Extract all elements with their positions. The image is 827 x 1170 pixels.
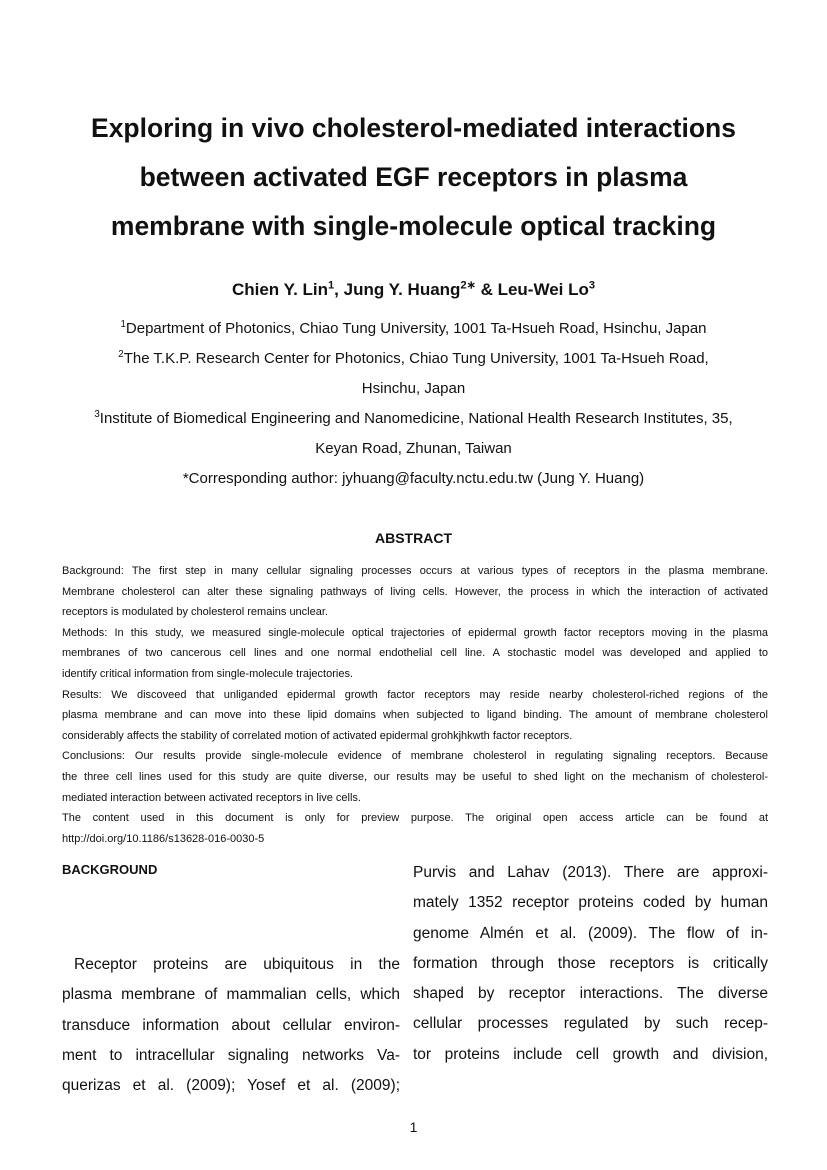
title-line: Exploring in vivo cholesterol-mediated i… <box>91 113 736 143</box>
affiliation-line: Keyan Road, Zhunan, Taiwan <box>315 440 512 457</box>
text-line: mately 1352 receptor proteins coded by h… <box>413 894 768 912</box>
affiliation-line: The T.K.P. Research Center for Photonics… <box>123 350 709 367</box>
corresponding-author: *Corresponding author: jyhuang@faculty.n… <box>182 470 645 487</box>
text-line: the three cell lines used for this study… <box>62 770 768 783</box>
text-line: plasma membrane and can move into these … <box>62 709 768 722</box>
affiliation: 3Institute of Biomedical Engineering and… <box>40 404 787 434</box>
text-line: genome Almén et al. (2009). The flow of … <box>413 924 768 942</box>
text-line: querizas et al. (2009); Yosef et al. (20… <box>62 1077 400 1095</box>
text-line: plasma membrane of mammalian cells, whic… <box>62 986 400 1004</box>
author-affiliation-mark: 3 <box>588 279 596 292</box>
title-line: membrane with single-molecule optical tr… <box>110 211 717 241</box>
title-line: between activated EGF receptors in plasm… <box>139 162 688 192</box>
text-line: mediated interaction between activated r… <box>62 791 361 804</box>
page-number: 1 <box>409 1119 418 1135</box>
affiliation-mark: 3 <box>94 409 100 420</box>
abstract-heading: ABSTRACT <box>375 530 452 546</box>
affiliation-mark: 1 <box>120 319 126 330</box>
author-affiliation-mark: 1 <box>328 279 335 292</box>
left-column-text: Receptor proteins are ubiquitous in the p… <box>62 950 400 1101</box>
text-line: The content used in this document is onl… <box>62 812 768 825</box>
author-separator: & <box>475 280 498 299</box>
text-line: Receptor proteins are ubiquitous in the <box>74 956 400 973</box>
text-line: membranes of two cancerous cell lines an… <box>62 647 768 660</box>
affiliation: 1Department of Photonics, Chiao Tung Uni… <box>40 314 787 344</box>
author-list: Chien Y. Lin1, Jung Y. Huang2∗ & Leu-Wei… <box>40 278 787 302</box>
author-name: Leu-Wei Lo <box>497 280 589 299</box>
right-column-text: Purvis and Lahav (2013). There are appro… <box>413 858 768 1070</box>
affiliation: 2The T.K.P. Research Center for Photonic… <box>40 344 787 374</box>
text-line: formation through those receptors is cri… <box>413 954 768 972</box>
paper-title: Exploring in vivo cholesterol-mediated i… <box>40 104 787 251</box>
text-line: Membrane cholesterol can alter these sig… <box>62 585 768 598</box>
author-separator: , <box>334 280 344 299</box>
affiliation-line: Department of Photonics, Chiao Tung Univ… <box>125 320 707 337</box>
text-line: identify critical information from singl… <box>62 667 353 680</box>
text-line: transduce information about cellular env… <box>62 1016 400 1034</box>
affiliation-mark: 2 <box>118 349 124 360</box>
abstract: Background: The first step in many cellu… <box>62 561 768 849</box>
text-line: receptors is modulated by cholesterol re… <box>62 606 328 619</box>
text-line: Purvis and Lahav (2013). There are appro… <box>413 864 768 881</box>
affiliation-line: Hsinchu, Japan <box>361 380 466 397</box>
author-name: Chien Y. Lin <box>231 280 329 299</box>
text-line: Results: We discoveed that unliganded ep… <box>62 688 768 701</box>
text-line: tor proteins include cell growth and div… <box>413 1045 768 1063</box>
affiliation-line: Institute of Biomedical Engineering and … <box>99 410 733 427</box>
author-name: Jung Y. Huang <box>343 280 461 299</box>
text-line: shaped by receptor interactions. The div… <box>413 985 768 1003</box>
text-line: cellular processes regulated by such rec… <box>413 1015 768 1033</box>
text-line: http://doi.org/10.1186/s13628-016-0030-5 <box>62 832 265 845</box>
text-line: Conclusions: Our results provide single-… <box>62 750 768 763</box>
author-affiliation-mark: 2∗ <box>460 279 476 292</box>
affiliations: 1Department of Photonics, Chiao Tung Uni… <box>40 314 787 494</box>
text-line: Methods: In this study, we measured sing… <box>62 626 768 639</box>
section-heading: BACKGROUND <box>62 862 158 877</box>
text-line: considerably affects the stability of co… <box>62 729 573 742</box>
text-line: Background: The first step in many cellu… <box>62 565 768 577</box>
text-line: ment to intracellular signaling networks… <box>62 1046 400 1064</box>
